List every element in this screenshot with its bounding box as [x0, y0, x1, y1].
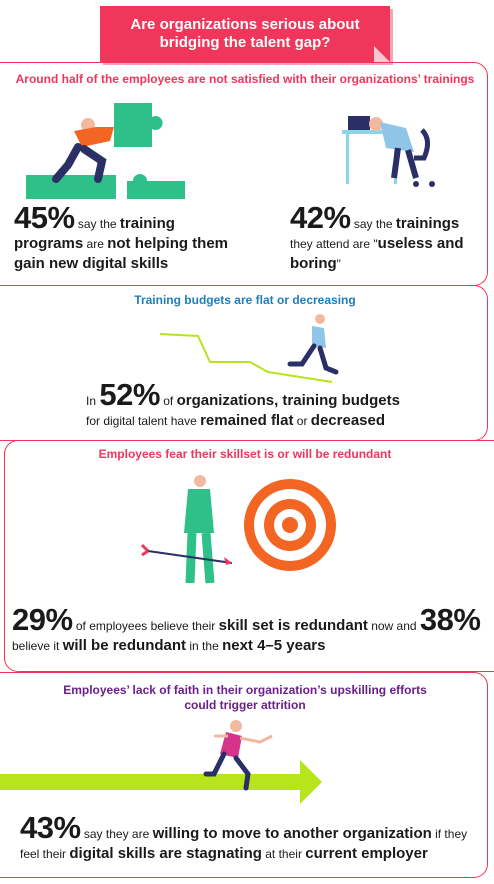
title-banner: Are organizations serious about bridging… — [100, 6, 390, 62]
stat-45-percent: 45% — [14, 200, 75, 235]
stat-43-text-5: digital skills are stagnating — [69, 845, 262, 862]
stat-52-text-6: decreased — [310, 412, 386, 429]
section4-heading: Employees’ lack of faith in their organi… — [8, 683, 482, 713]
stat-43-text-7: current employer — [305, 845, 428, 862]
stat-42-percent: 42% — [290, 200, 351, 235]
section1-heading: Around half of the employees are not sat… — [15, 72, 475, 86]
stat-52-percent: 52% — [99, 377, 160, 412]
stat-52-text-4: remained flat — [200, 412, 294, 429]
section4-heading-line-2: could trigger attrition — [184, 698, 306, 712]
stat-42-trainings-useless: 42% say the trainings they attend are "u… — [290, 202, 490, 274]
stat-45-text-4: are — [83, 237, 108, 251]
running-woman-arrow-icon — [0, 720, 322, 804]
stat-52-text-3: for digital talent have — [86, 414, 201, 428]
stat-38-percent: 38% — [419, 602, 481, 637]
stat-42-text-6: " — [336, 257, 341, 271]
stat-52-text-2: organizations, training budgets — [176, 392, 400, 409]
stat-42-text-5: boring — [290, 255, 337, 272]
stat-43-text-6: at their — [261, 847, 306, 861]
target-arrow-man-icon — [140, 475, 336, 584]
stat-29-text-3: now and — [367, 619, 420, 633]
banner-fold — [374, 46, 390, 62]
stat-42-text-1: say the — [350, 217, 396, 231]
section-attrition — [0, 672, 488, 878]
title-line-1: Are organizations serious about — [130, 16, 360, 33]
puzzle-illustration-icon — [26, 103, 185, 199]
section3-heading: Employees fear their skillset is or will… — [98, 447, 392, 461]
stat-43-text-4: feel their — [20, 847, 70, 861]
stat-38-text-4: believe it — [12, 639, 63, 653]
stat-43-willing-to-move: 43% say they are willing to move to anot… — [20, 812, 486, 864]
stat-29-text-2: skill set is redundant — [218, 617, 368, 634]
stat-52-text-5: or — [293, 414, 311, 428]
stat-45-text-2: training — [119, 215, 175, 232]
stat-43-text-2: willing to move to another organization — [152, 825, 432, 842]
stat-42-text-3: they attend are " — [290, 237, 378, 251]
stat-38-text-7: next 4–5 years — [222, 637, 326, 654]
stat-45-text-3: programs — [14, 235, 84, 252]
declining-line-runner-icon — [159, 314, 339, 383]
stat-52-text-1: of — [159, 394, 177, 408]
stat-29-percent: 29% — [12, 602, 73, 637]
stat-43-text-1: say they are — [80, 827, 153, 841]
stat-52-text-in: In — [86, 394, 100, 408]
stat-29-38-redundant: 29% of employees believe their skill set… — [12, 604, 486, 656]
stat-38-text-5: will be redundant — [62, 637, 187, 654]
tired-worker-icon — [342, 116, 435, 187]
stat-42-text-4: useless and — [377, 235, 464, 252]
stat-52-budgets-flat: In 52% of organizations, training budget… — [86, 379, 466, 431]
title-line-2: bridging the talent gap? — [159, 34, 331, 51]
stat-45-text-1: say the — [74, 217, 120, 231]
stat-29-text-1: of employees believe their — [72, 619, 219, 633]
section2-heading: Training budgets are flat or decreasing — [134, 293, 356, 307]
stat-43-text-3: if they — [431, 827, 468, 841]
stat-42-text-2: trainings — [395, 215, 460, 232]
stat-45-training-not-helping: 45% say the training programs are not he… — [14, 202, 254, 273]
section4-heading-line-1: Employees’ lack of faith in their organi… — [63, 683, 427, 697]
stat-43-percent: 43% — [20, 810, 81, 845]
stat-45-text-6: gain new digital skills — [14, 255, 169, 272]
stat-38-text-6: in the — [186, 639, 223, 653]
section-skillset-redundant — [4, 440, 494, 672]
stat-45-text-5: not helping them — [107, 235, 229, 252]
